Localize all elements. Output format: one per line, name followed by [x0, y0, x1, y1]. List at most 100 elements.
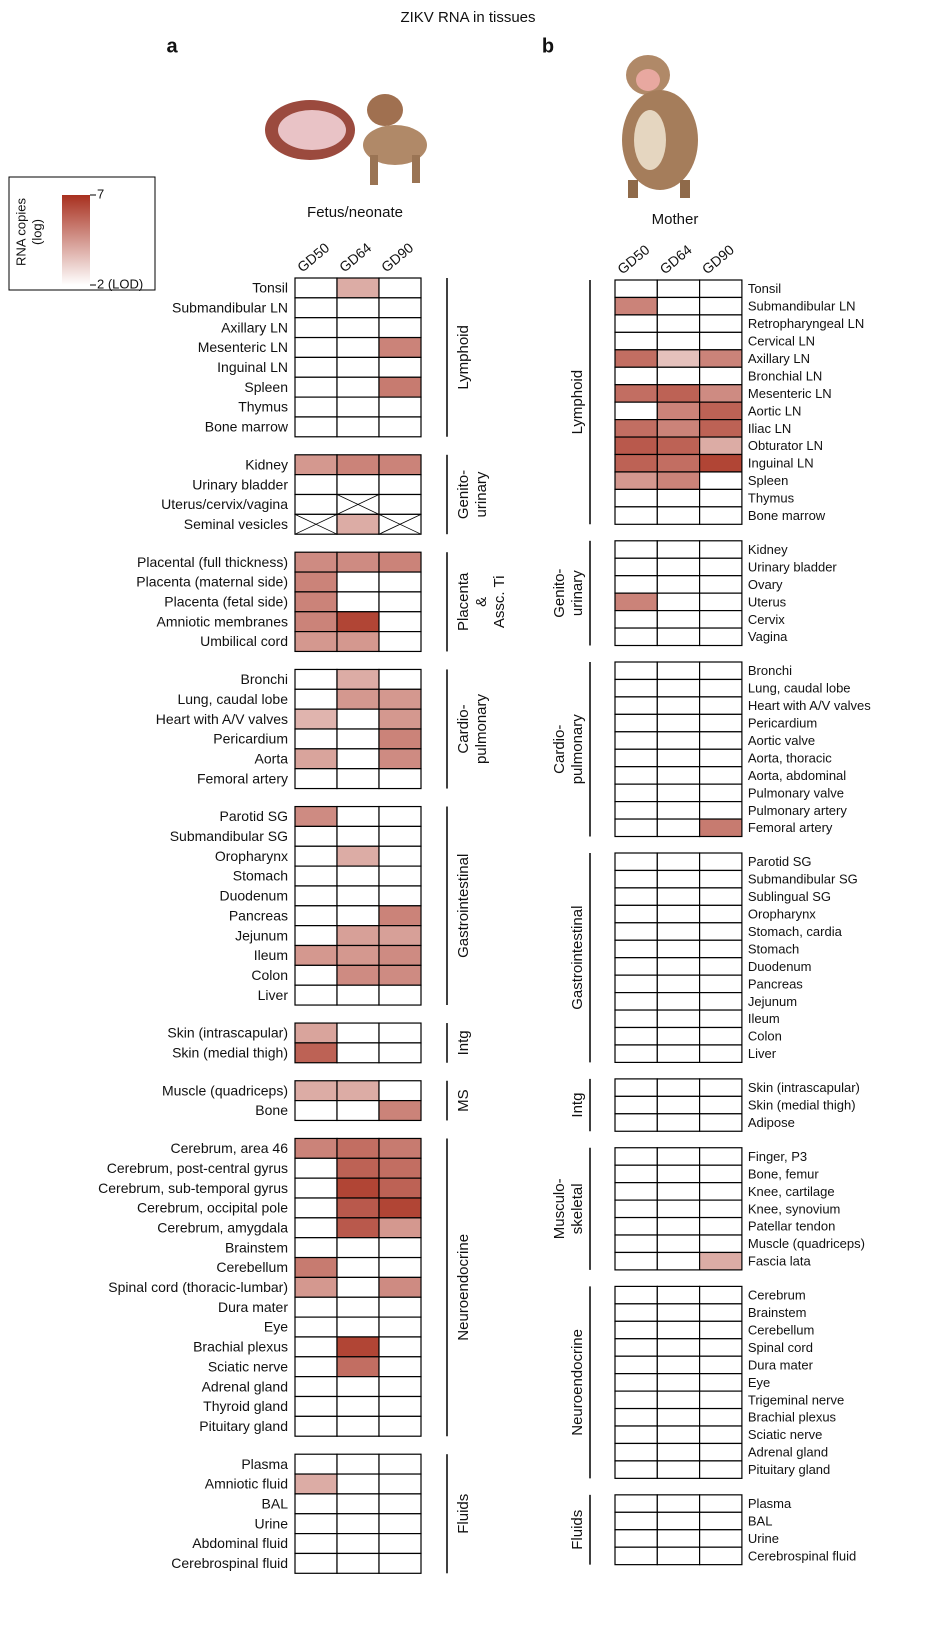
heatmap-cell [294, 571, 338, 593]
heatmap-cell [378, 1336, 422, 1358]
heatmap-cell [614, 748, 658, 768]
heatmap-cell [656, 1546, 701, 1566]
heatmap-cell [294, 1256, 338, 1279]
row-label: Colon [251, 967, 288, 983]
heatmap-cell [294, 944, 338, 966]
heatmap-cell [336, 571, 380, 593]
row-label: Cerebrospinal fluid [748, 1548, 856, 1563]
row-label: Ileum [748, 1011, 780, 1026]
heatmap-cell [698, 1182, 743, 1201]
heatmap-cell [294, 493, 338, 515]
heatmap-cell [698, 991, 743, 1011]
heatmap-cell [614, 1460, 658, 1479]
colorbar-label: RNA copies [13, 198, 28, 266]
heatmap-cell [378, 1356, 422, 1378]
row-label: Sciatic nerve [208, 1358, 288, 1374]
heatmap-cell [294, 688, 338, 710]
subject-label: Fetus/neonate [307, 204, 403, 221]
row-label: Tonsil [252, 280, 288, 296]
heatmap-cell [294, 925, 338, 947]
heatmap-cell [294, 396, 338, 418]
heatmap-cell [656, 1285, 701, 1305]
heatmap-cell [378, 1395, 422, 1417]
heatmap-cell [294, 474, 338, 496]
heatmap-cell [656, 1199, 701, 1219]
row-label: Urinary bladder [748, 559, 838, 574]
row-label: Brainstem [225, 1239, 288, 1255]
heatmap-cell [698, 1355, 743, 1375]
heatmap-cell [294, 1177, 338, 1199]
heatmap-cell [614, 1511, 658, 1531]
heatmap-cell [336, 551, 380, 573]
heatmap-cell [294, 1453, 338, 1475]
heatmap-cell [378, 944, 422, 966]
group-label: Lymphoid [569, 370, 586, 434]
heatmap-cell [656, 1355, 701, 1375]
heatmap-cell [656, 1338, 701, 1357]
heatmap-cell [336, 984, 380, 1006]
heatmap-cell [698, 1529, 743, 1548]
row-label: Cerebrospinal fluid [171, 1555, 288, 1571]
heatmap-cell [336, 1513, 380, 1535]
heatmap-cell [294, 1237, 338, 1259]
row-label: Bone, femur [748, 1166, 819, 1181]
heatmap-cell [614, 696, 658, 715]
heatmap-cell [698, 1113, 743, 1132]
heatmap-cell [378, 1376, 422, 1398]
group-label: Lymphoid [455, 325, 472, 389]
heatmap-cell [614, 366, 658, 386]
row-label: Skin (intrascapular) [167, 1025, 288, 1041]
row-label: Brainstem [748, 1305, 807, 1320]
heatmap-cell [378, 1316, 422, 1338]
heatmap-cell [294, 905, 338, 927]
heatmap-cell [294, 1532, 338, 1555]
row-label: Inguinal LN [217, 359, 288, 375]
group-label: Genito- [551, 569, 568, 618]
row-label: Submandibular LN [172, 299, 288, 315]
group-label: Musculo- [551, 1178, 568, 1239]
row-label: Cervix [748, 612, 785, 627]
heatmap-cell [614, 1216, 658, 1236]
colorbar-tick-label: 2 (LOD) [97, 276, 143, 291]
heatmap-cell [698, 1095, 743, 1115]
row-label: Abdominal fluid [192, 1535, 288, 1551]
heatmap-cell [614, 453, 658, 473]
heatmap-cell [656, 1095, 701, 1115]
row-label: Sciatic nerve [748, 1427, 822, 1442]
heatmap-cell [656, 974, 701, 994]
panel-letter: b [542, 35, 554, 57]
heatmap-cell [336, 396, 380, 418]
heatmap-cell [294, 1197, 338, 1219]
heatmap-cell [614, 766, 658, 785]
heatmap-cell [336, 964, 380, 986]
heatmap-cell [656, 436, 701, 456]
heatmap-cell [336, 1376, 380, 1398]
row-label: Cerebellum [216, 1259, 288, 1275]
heatmap-cell [336, 297, 380, 319]
heatmap-cell [336, 1552, 380, 1574]
heatmap-cell [614, 401, 658, 421]
heatmap-cell [656, 1044, 701, 1063]
heatmap-cell [378, 905, 422, 927]
row-label: Spinal cord (thoracic-lumbar) [108, 1279, 288, 1295]
heatmap-cell [336, 454, 380, 476]
fetus-illustration [265, 94, 427, 185]
heatmap-cell [698, 1494, 743, 1513]
heatmap-cell [698, 1320, 743, 1340]
heatmap-cell [614, 1044, 658, 1063]
heatmap-cell [656, 1390, 701, 1410]
heatmap-cell [294, 277, 338, 299]
heatmap-cell [656, 1251, 701, 1271]
heatmap-cell [336, 1022, 380, 1044]
row-label: Femoral artery [748, 820, 833, 835]
row-label: Urinary bladder [192, 476, 288, 492]
heatmap-cell [336, 708, 380, 730]
heatmap-cell [614, 1303, 658, 1322]
row-label: Mesenteric LN [198, 339, 288, 355]
heatmap-cell [378, 317, 422, 339]
heatmap-cell [336, 356, 380, 378]
heatmap-cell [294, 376, 338, 398]
heatmap-cell [698, 1009, 743, 1029]
heatmap-cell [614, 1407, 658, 1427]
row-label: Uterus [748, 594, 787, 609]
